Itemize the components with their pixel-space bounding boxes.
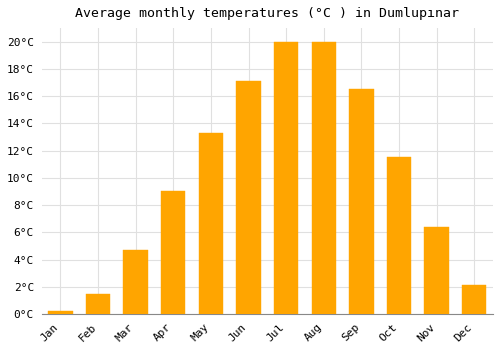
Bar (198, 133, 223, 314)
Bar (424, 227, 449, 314)
Bar (86, 294, 110, 314)
Bar (387, 158, 411, 314)
Bar (462, 286, 486, 314)
Bar (48, 311, 72, 314)
Bar (124, 250, 148, 314)
Bar (161, 191, 186, 314)
Bar (312, 42, 336, 314)
Title: Average monthly temperatures (°C ) in Dumlupınar: Average monthly temperatures (°C ) in Du… (76, 7, 460, 20)
Bar (236, 81, 260, 314)
Bar (274, 42, 298, 314)
Bar (349, 89, 374, 314)
